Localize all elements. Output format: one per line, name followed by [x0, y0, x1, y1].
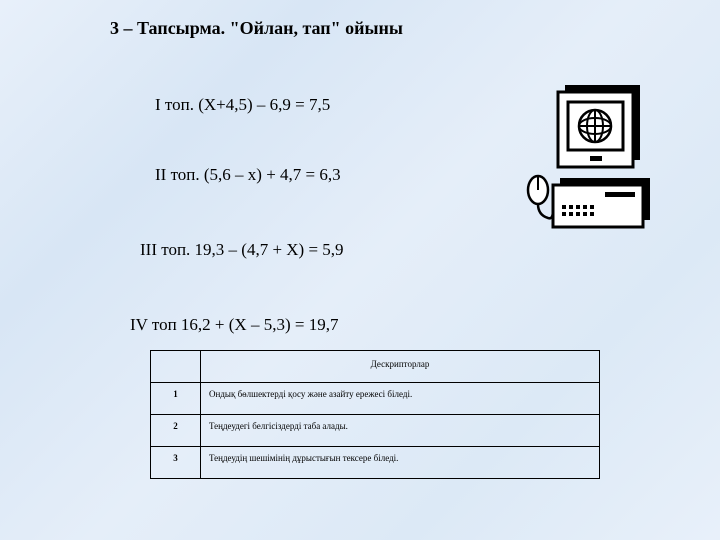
- equation-group-4: ІV топ 16,2 + (Х – 5,3) = 19,7: [130, 315, 338, 335]
- row-text: Теңдеудің шешімінің дұрыстығын тексере б…: [201, 447, 600, 479]
- header-title-cell: Дескрипторлар: [201, 351, 600, 383]
- row-text: Ондық бөлшектерді қосу және азайту ереже…: [201, 383, 600, 415]
- row-number: 1: [151, 383, 201, 415]
- descriptor-table: Дескрипторлар 1 Ондық бөлшектерді қосу ж…: [150, 350, 600, 479]
- table-row: 1 Ондық бөлшектерді қосу және азайту ере…: [151, 383, 600, 415]
- table-row: 2 Теңдеудегі белгісіздерді таба алады.: [151, 415, 600, 447]
- task-title: 3 – Тапсырма. "Ойлан, тап" ойыны: [110, 18, 403, 39]
- row-text: Теңдеудегі белгісіздерді таба алады.: [201, 415, 600, 447]
- computer-icon: [520, 80, 660, 230]
- row-number: 2: [151, 415, 201, 447]
- row-number: 3: [151, 447, 201, 479]
- table-row: 3 Теңдеудің шешімінің дұрыстығын тексере…: [151, 447, 600, 479]
- equation-group-2: ІІ топ. (5,6 – х) + 4,7 = 6,3: [155, 165, 341, 185]
- table-header-row: Дескрипторлар: [151, 351, 600, 383]
- equation-group-3: ІІІ топ. 19,3 – (4,7 + Х) = 5,9: [140, 240, 344, 260]
- header-empty-cell: [151, 351, 201, 383]
- equation-group-1: І топ. (Х+4,5) – 6,9 = 7,5: [155, 95, 330, 115]
